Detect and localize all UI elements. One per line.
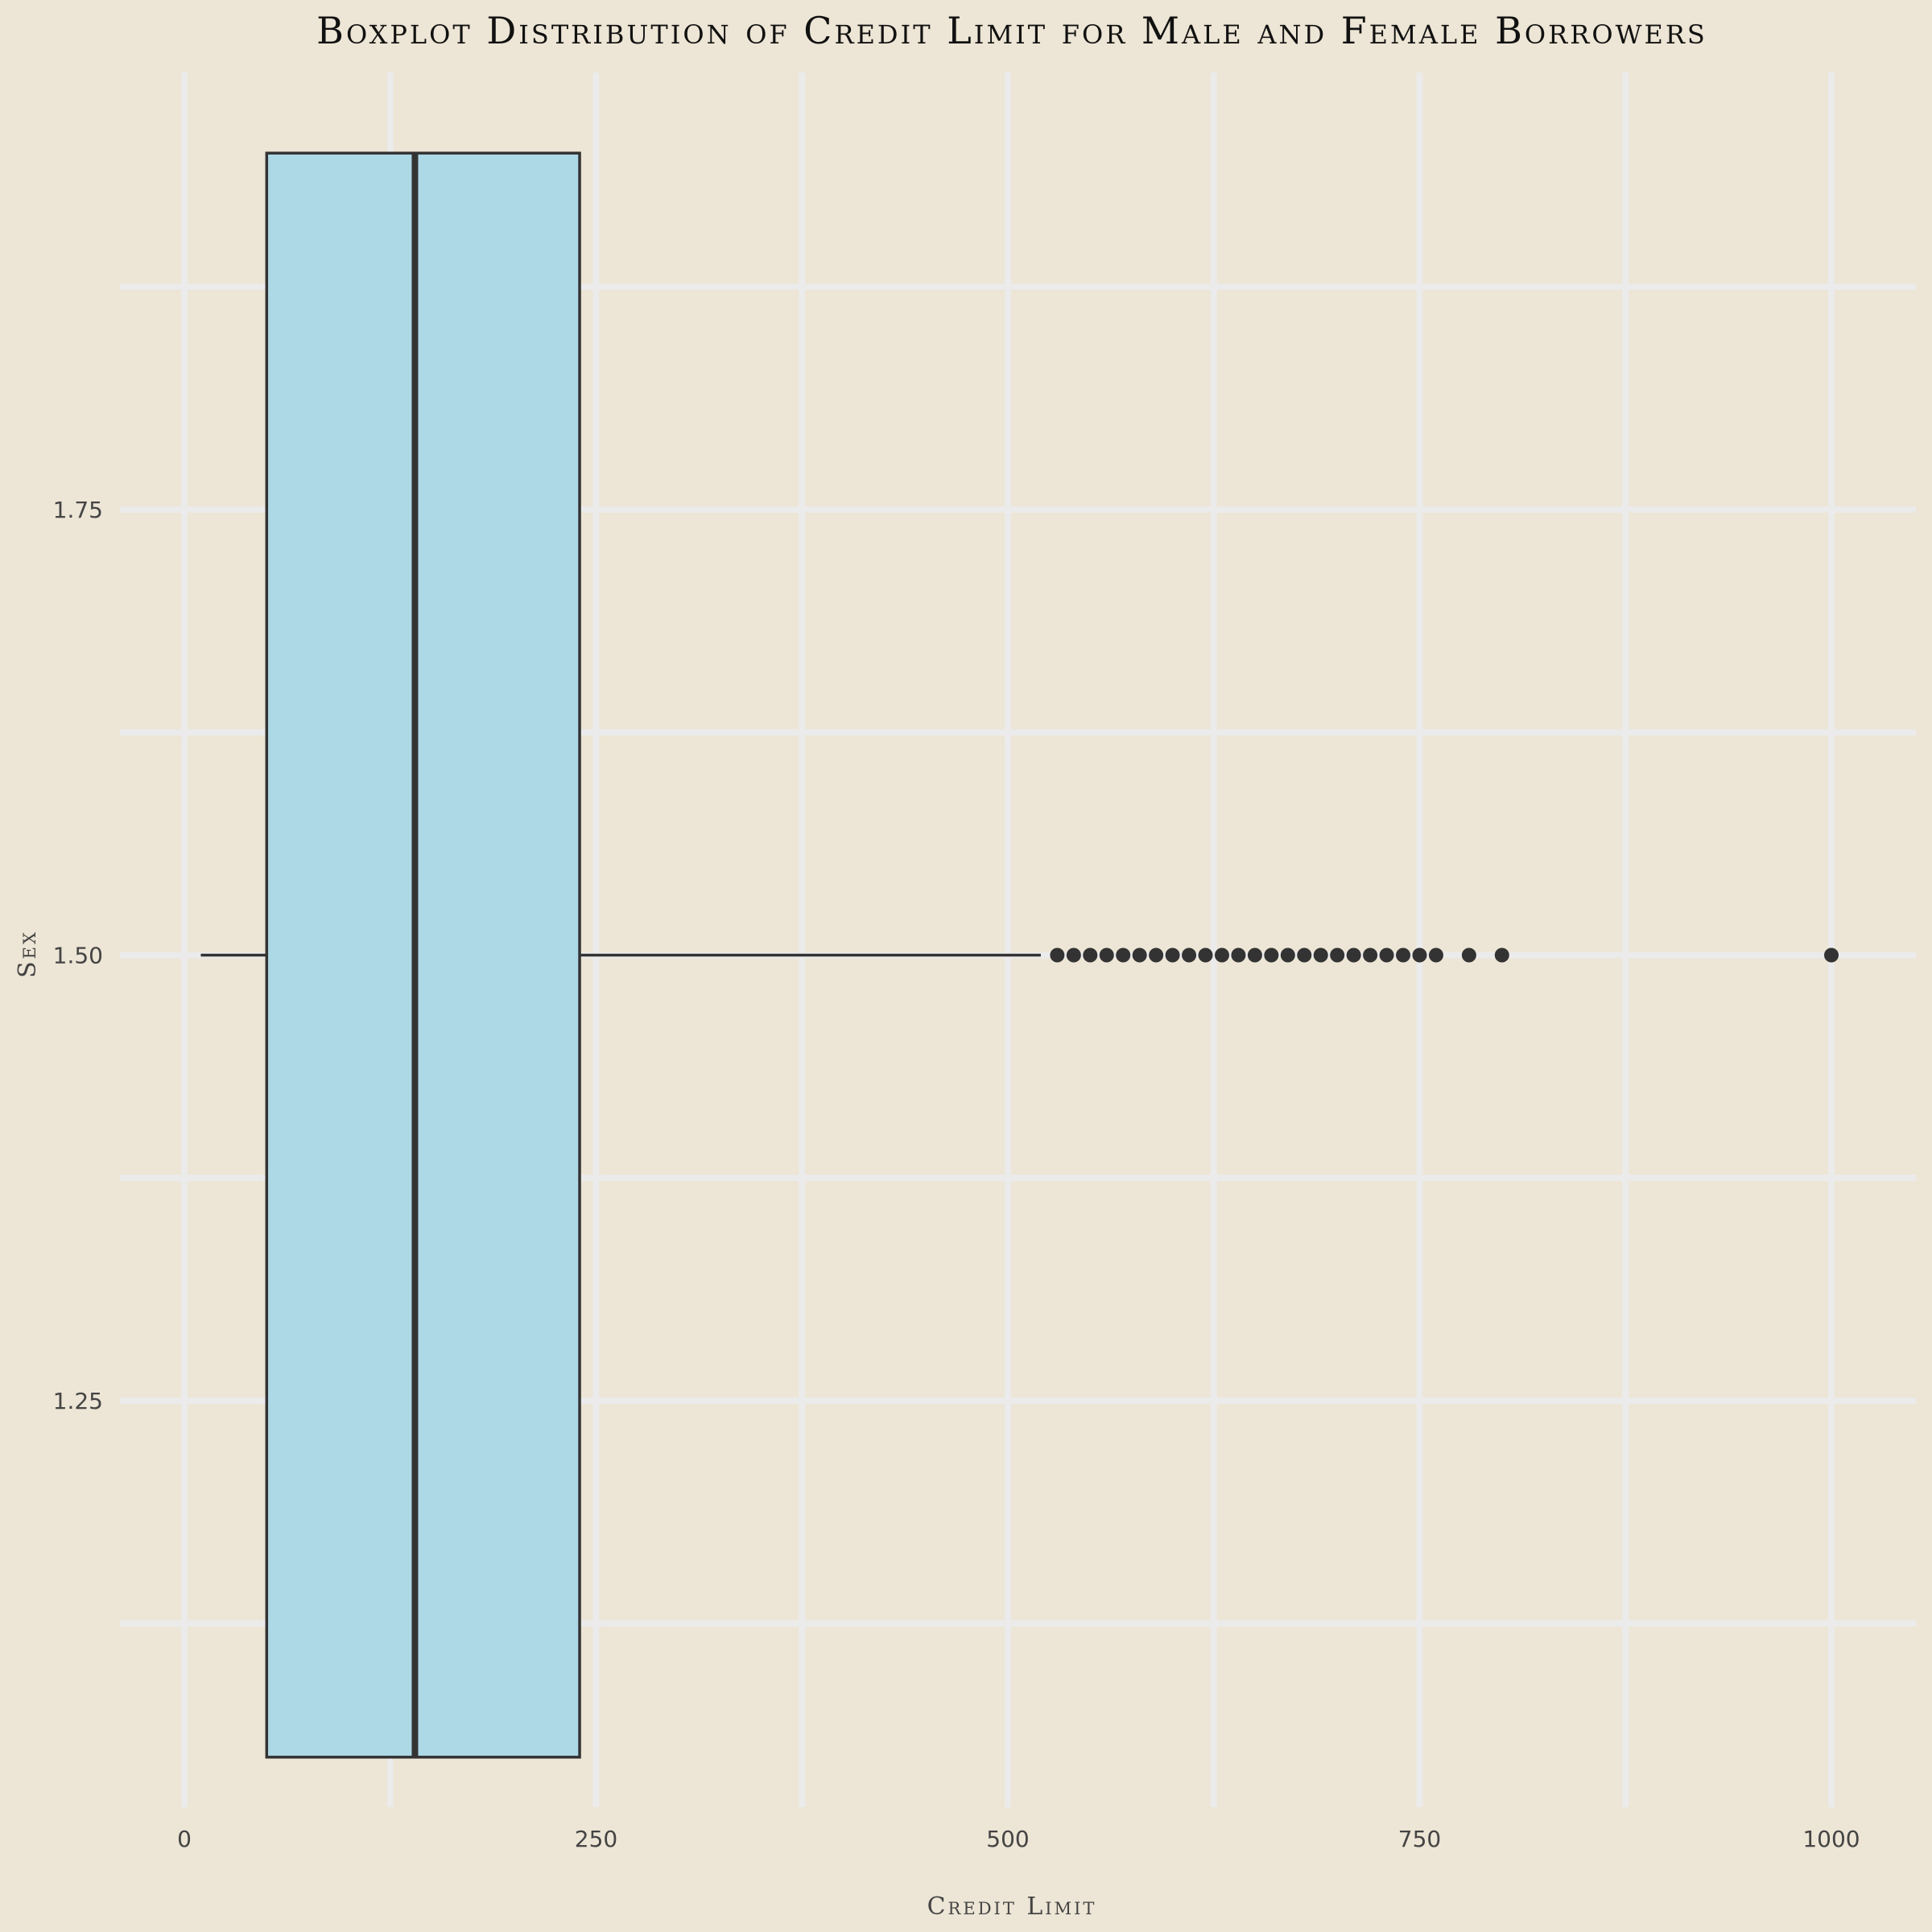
- outlier-point: [1231, 947, 1246, 963]
- outlier-point: [1264, 947, 1279, 963]
- outlier-point: [1461, 947, 1476, 963]
- outlier-point: [1824, 947, 1839, 963]
- x-axis-title: Credit Limit: [927, 1893, 1097, 1921]
- outlier-point: [1099, 947, 1114, 963]
- outlier-point: [1165, 947, 1180, 963]
- outlier-point: [1280, 947, 1295, 963]
- tick-labels: 0 250 500 750 1000 1.25 1.50 1.75: [53, 497, 1860, 1852]
- x-tick-label: 500: [986, 1826, 1029, 1852]
- x-tick-label: 0: [177, 1826, 192, 1852]
- x-tick-label: 750: [1398, 1826, 1441, 1852]
- x-tick-label: 1000: [1802, 1826, 1860, 1852]
- y-tick-label: 1.75: [53, 497, 103, 523]
- outlier-point: [1116, 947, 1131, 963]
- outlier-point: [1428, 947, 1443, 963]
- outlier-point: [1363, 947, 1378, 963]
- box-plot: [200, 151, 1041, 1759]
- interquartile-box: [265, 151, 581, 1759]
- outlier-point: [1182, 947, 1197, 963]
- outlier-point: [1214, 947, 1229, 963]
- outlier-point: [1066, 947, 1081, 963]
- outlier-point: [1050, 947, 1065, 963]
- outlier-point: [1330, 947, 1345, 963]
- x-tick-label: 250: [575, 1826, 617, 1852]
- y-tick-label: 1.25: [53, 1388, 103, 1414]
- outlier-point: [1198, 947, 1213, 963]
- outlier-point: [1494, 947, 1509, 963]
- outlier-point: [1083, 947, 1098, 963]
- outlier-points: [1050, 947, 1839, 963]
- outlier-point: [1379, 947, 1394, 963]
- outlier-point: [1396, 947, 1411, 963]
- y-tick-label: 1.50: [53, 943, 103, 969]
- outlier-point: [1313, 947, 1328, 963]
- chart-title: Boxplot Distribution of Credit Limit for…: [316, 9, 1707, 52]
- outlier-point: [1412, 947, 1427, 963]
- y-axis-title: Sex: [14, 930, 42, 978]
- outlier-point: [1132, 947, 1147, 963]
- outlier-point: [1297, 947, 1312, 963]
- outlier-point: [1346, 947, 1361, 963]
- outlier-point: [1149, 947, 1164, 963]
- outlier-point: [1247, 947, 1262, 963]
